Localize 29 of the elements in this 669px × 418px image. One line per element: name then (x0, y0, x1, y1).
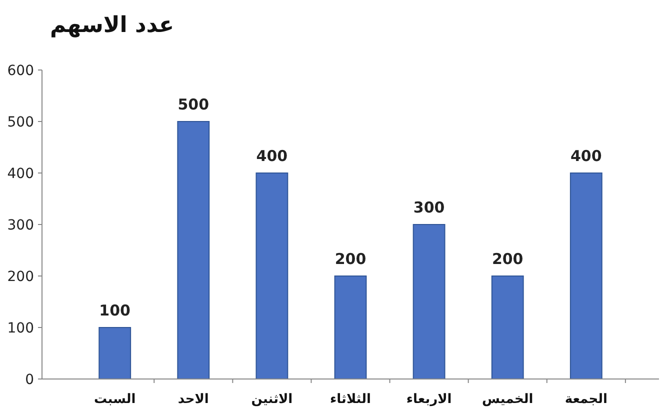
y-tick-label: 600 (7, 62, 34, 79)
data-label: 100 (99, 302, 130, 320)
x-tick-label: السبت (94, 392, 136, 407)
bar (570, 172, 602, 380)
x-tick-label: الاحد (178, 392, 209, 407)
bar (491, 276, 524, 380)
data-label: 300 (413, 198, 445, 216)
y-tick-label: 300 (7, 217, 34, 234)
x-tick-label: الثلاثاء (330, 392, 371, 407)
chart-title: عدد الاسهم (50, 13, 174, 38)
x-tick-label: الاثنين (251, 392, 293, 407)
y-tick-label: 0 (25, 372, 34, 388)
data-label: 400 (570, 147, 602, 165)
y-tick-label: 200 (7, 268, 34, 285)
data-label: 200 (492, 250, 524, 268)
x-tick-label: الجمعة (564, 392, 608, 407)
y-tick-label: 100 (7, 320, 34, 336)
y-tick-label: 500 (7, 114, 34, 130)
data-label: 500 (178, 96, 210, 114)
data-label: 400 (256, 147, 288, 165)
bar (256, 172, 288, 380)
bar (177, 121, 210, 380)
bar (98, 327, 132, 380)
x-tick-label: الخميس (482, 392, 534, 407)
bar (334, 276, 367, 380)
data-label: 200 (334, 250, 366, 268)
bar (412, 224, 446, 380)
x-tick-label: الاربعاء (406, 392, 452, 407)
y-tick-label: 400 (7, 166, 34, 182)
